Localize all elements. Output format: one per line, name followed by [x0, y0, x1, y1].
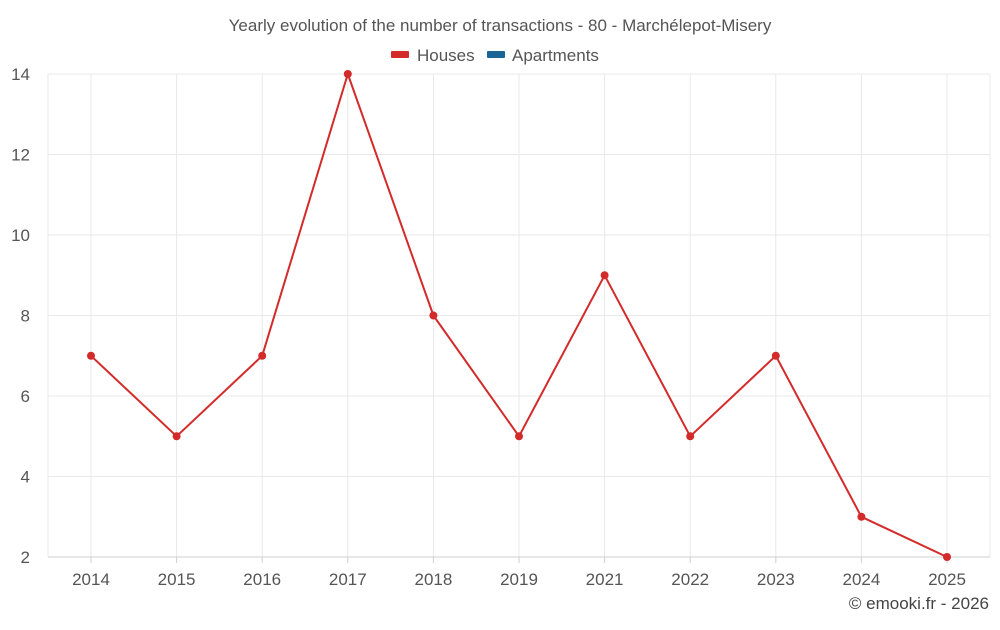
y-tick-label: 12	[11, 146, 30, 165]
x-tick-label: 2017	[329, 570, 367, 589]
data-point[interactable]	[515, 432, 523, 441]
data-point[interactable]	[87, 351, 95, 360]
y-tick-label: 2	[21, 548, 30, 567]
y-axis: 2 4 6 8 10 12 14	[11, 65, 30, 567]
legend-swatch-apartments	[487, 51, 505, 58]
legend: Houses Apartments	[391, 46, 599, 65]
y-tick-label: 6	[21, 387, 30, 406]
x-tick-label: 2023	[757, 570, 795, 589]
data-point[interactable]	[686, 432, 695, 441]
x-tick-label: 2025	[928, 570, 966, 589]
data-point[interactable]	[771, 351, 780, 360]
x-tick-label: 2014	[72, 570, 110, 589]
data-point[interactable]	[343, 70, 352, 78]
series-houses	[87, 70, 951, 561]
y-tick-label: 8	[21, 307, 30, 326]
legend-label-houses: Houses	[417, 46, 475, 65]
legend-label-apartments: Apartments	[512, 46, 599, 65]
x-axis: 2014 2015 2016 2017 2018 2019 2021 2022 2023 2024…	[48, 556, 990, 589]
data-point[interactable]	[258, 351, 267, 360]
chart-title: Yearly evolution of the number of transa…	[229, 16, 772, 35]
data-point[interactable]	[429, 311, 438, 320]
legend-item-houses[interactable]: Houses	[391, 46, 475, 65]
x-tick-label: 2015	[158, 570, 196, 589]
grid	[47, 73, 991, 557]
data-point[interactable]	[943, 553, 951, 561]
y-tick-label: 14	[11, 65, 30, 84]
x-tick-label: 2021	[586, 570, 624, 589]
y-tick-label: 4	[21, 468, 30, 487]
legend-swatch-houses	[391, 51, 409, 58]
data-point[interactable]	[857, 512, 866, 521]
x-tick-label: 2018	[414, 570, 452, 589]
x-tick-label: 2019	[500, 570, 538, 589]
y-tick-label: 10	[11, 226, 30, 245]
x-tick-label: 2022	[671, 570, 709, 589]
x-tick-label: 2016	[243, 570, 281, 589]
credit-text: © emooki.fr - 2026	[849, 594, 989, 613]
data-point[interactable]	[172, 432, 181, 441]
data-point[interactable]	[600, 271, 609, 280]
legend-item-apartments[interactable]: Apartments	[487, 46, 599, 65]
x-tick-label: 2024	[842, 570, 880, 589]
